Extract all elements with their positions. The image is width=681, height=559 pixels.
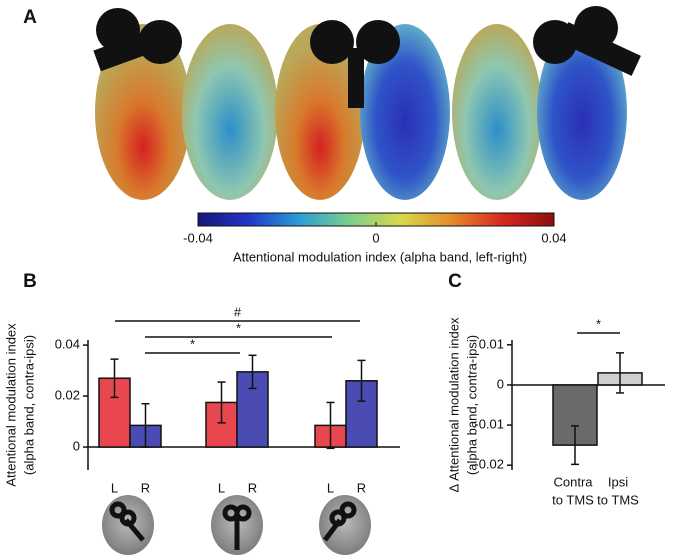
y-tick-label: 0	[73, 438, 80, 453]
colorbar-tick-label: 0.04	[541, 230, 566, 245]
y-tick-label: -0.02	[474, 457, 504, 472]
legend-label: R	[141, 480, 150, 495]
x-tick-label: Ipsi	[608, 474, 628, 489]
y-axis-label: (alpha band, contra-ipsi)	[464, 335, 479, 475]
colorbar-tick-label: -0.04	[183, 230, 213, 245]
y-tick-label: 0	[497, 376, 504, 391]
y-tick-label: 0.04	[55, 337, 80, 352]
legend-label: L	[218, 480, 225, 495]
x-tick-label: Contra	[553, 474, 593, 489]
significance-label: #	[234, 304, 242, 319]
x-tick-label: to TMS	[597, 492, 639, 507]
small-brains	[102, 495, 371, 555]
y-axis-label: (alpha band, contra-ipsi)	[21, 335, 36, 475]
y-tick-label: 0.01	[479, 336, 504, 351]
panel-label: A	[23, 7, 37, 28]
y-tick-label: 0.02	[55, 388, 80, 403]
significance-label: *	[190, 336, 195, 351]
y-axis-label: Attentional modulation index	[3, 323, 18, 487]
colorbar-tick-label: 0	[372, 230, 379, 245]
panel-label: C	[448, 271, 462, 292]
brain-images	[93, 6, 641, 200]
y-axis-label: Δ Attentional modulation index	[446, 317, 461, 492]
colorbar-label: Attentional modulation index (alpha band…	[233, 249, 527, 264]
legend-label: L	[111, 480, 118, 495]
panel-label: B	[23, 271, 37, 292]
significance-label: *	[236, 320, 241, 335]
significance-label: *	[596, 316, 601, 331]
y-tick-label: -0.01	[474, 416, 504, 431]
x-tick-label: to TMS	[552, 492, 594, 507]
legend-label: R	[248, 480, 257, 495]
legend-label: R	[357, 480, 366, 495]
legend-label: L	[327, 480, 334, 495]
